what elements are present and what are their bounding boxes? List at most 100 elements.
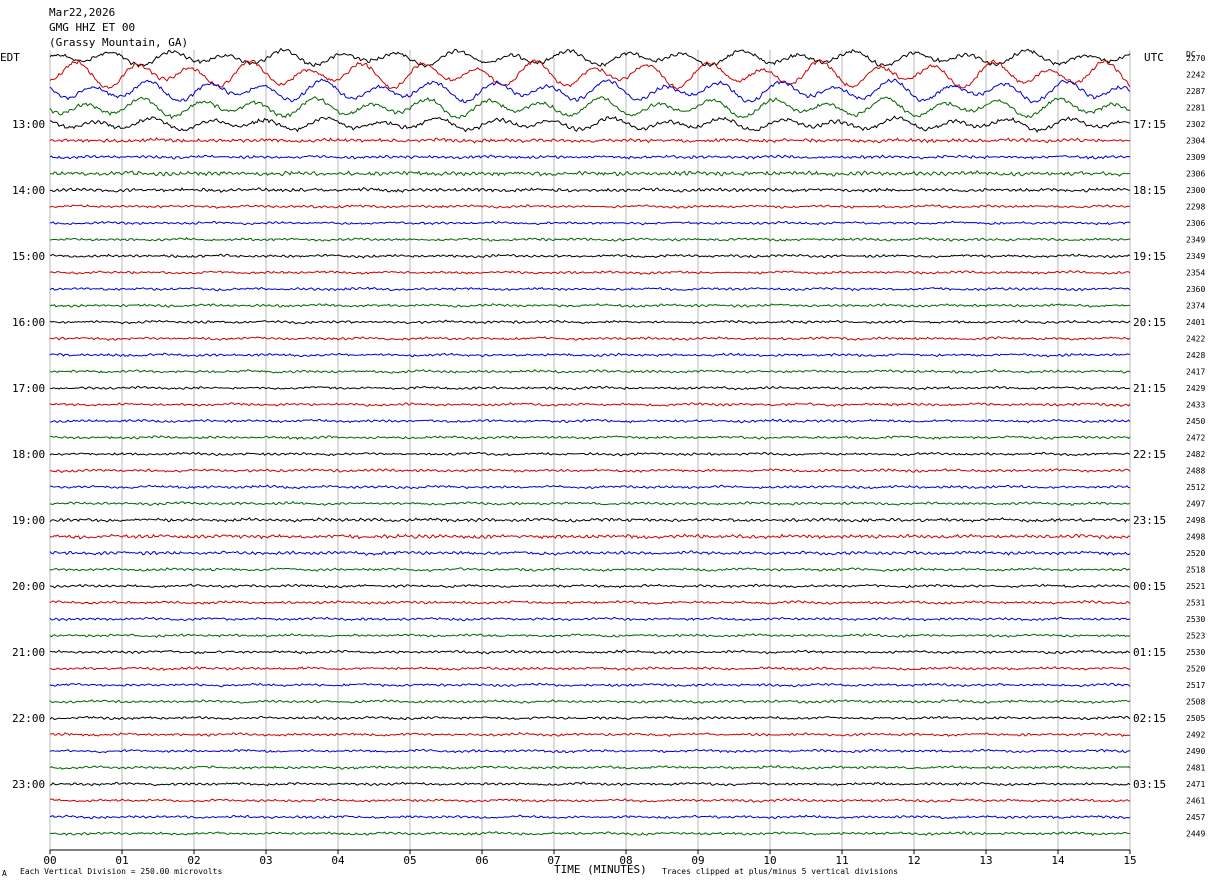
right-hour-label: 23:15 [1133, 514, 1166, 527]
x-tick-label: 06 [475, 854, 488, 867]
x-tick-label: 04 [331, 854, 345, 867]
x-tick-label: 08 [619, 854, 632, 867]
left-hour-label: 19:00 [12, 514, 45, 527]
right-hour-label: 03:15 [1133, 778, 1166, 791]
trace-38 [49, 682, 1131, 688]
left-hour-label: 20:00 [12, 580, 45, 593]
dc-offset-label: 2498 [1186, 516, 1205, 525]
trace-17 [49, 336, 1131, 341]
dc-offset-label: 2482 [1186, 450, 1205, 459]
dc-offset-label: 2490 [1186, 747, 1205, 756]
trace-39 [49, 699, 1131, 704]
left-hour-label: 14:00 [12, 184, 45, 197]
dc-offset-label: 2354 [1186, 269, 1205, 278]
trace-30 [49, 550, 1131, 556]
dc-offset-label: 2449 [1186, 830, 1205, 839]
trace-25 [49, 468, 1131, 473]
left-timezone-label: EDT [0, 51, 20, 64]
dc-offset-label: 2349 [1186, 252, 1205, 261]
left-hour-label: 17:00 [12, 382, 45, 395]
dc-offset-label: 2306 [1186, 219, 1205, 228]
right-hour-label: 20:15 [1133, 316, 1166, 329]
dc-offset-label: 2521 [1186, 582, 1205, 591]
x-axis: 00 01 02 03 04 05 06 07 08 09 10 11 12 13 14 15 [43, 850, 1137, 867]
left-hour-labels: 13:00 14:00 15:00 16:00 17:00 18:00 19:00 20:00… [12, 118, 45, 791]
trace-41 [50, 732, 1131, 737]
trace-37 [49, 666, 1131, 671]
trace-21 [49, 402, 1131, 408]
dc-offset-label: 2530 [1186, 648, 1205, 657]
trace-8 [49, 187, 1131, 193]
header-station: GMG HHZ ET 00 [49, 21, 135, 34]
dc-offset-label: 2417 [1186, 368, 1205, 377]
trace-12 [49, 253, 1131, 259]
dc-offset-label: 2505 [1186, 714, 1205, 723]
dc-offset-label: 2360 [1186, 285, 1205, 294]
trace-26 [50, 484, 1131, 490]
dc-offset-label: 2302 [1186, 120, 1205, 129]
dc-offset-label: 2450 [1186, 417, 1205, 426]
trace-9 [49, 204, 1130, 209]
header-location: (Grassy Mountain, GA) [49, 36, 188, 49]
footer-division: Each Vertical Division = 250.00 microvol… [20, 867, 222, 876]
x-tick-label: 09 [691, 854, 704, 867]
dc-offset-label: 2422 [1186, 335, 1205, 344]
x-tick-label: 13 [979, 854, 992, 867]
dc-offset-label: 2457 [1186, 813, 1205, 822]
trace-31 [49, 567, 1131, 573]
trace-16 [49, 319, 1131, 325]
left-hour-label: 16:00 [12, 316, 45, 329]
trace-27 [49, 501, 1131, 506]
trace-2 [49, 78, 1131, 104]
dc-offset-label: 2287 [1186, 87, 1205, 96]
x-tick-label: 02 [187, 854, 200, 867]
trace-0 [49, 47, 1131, 68]
dc-offset-label: 2433 [1186, 401, 1205, 410]
trace-24 [49, 451, 1131, 457]
dc-offset-label: 2508 [1186, 698, 1205, 707]
right-timezone-label: UTC [1144, 51, 1164, 64]
trace-40 [49, 715, 1131, 721]
x-axis-title: TIME (MINUTES) [554, 863, 647, 876]
trace-7 [49, 170, 1131, 177]
trace-19 [49, 368, 1131, 374]
dc-offset-label: 2497 [1186, 500, 1205, 509]
dc-header: DC [1186, 50, 1196, 59]
trace-47 [49, 831, 1131, 836]
dc-offset-label: 2401 [1186, 318, 1205, 327]
left-hour-label: 21:00 [12, 646, 45, 659]
trace-6 [49, 154, 1131, 160]
trace-5 [49, 137, 1131, 144]
x-tick-label: 11 [835, 854, 848, 867]
left-hour-label: 23:00 [12, 778, 45, 791]
trace-13 [49, 270, 1131, 276]
right-hour-label: 00:15 [1133, 580, 1166, 593]
x-tick-label: 14 [1051, 854, 1065, 867]
dc-offset-label: 2304 [1186, 137, 1205, 146]
footer-mark: A [2, 869, 7, 878]
dc-offset-label: 2429 [1186, 384, 1205, 393]
right-hour-label: 01:15 [1133, 646, 1166, 659]
trace-42 [49, 748, 1131, 754]
x-tick-label: 12 [907, 854, 920, 867]
x-tick-label: 03 [259, 854, 272, 867]
left-hour-label: 13:00 [12, 118, 45, 131]
dc-offset-label: 2492 [1186, 731, 1205, 740]
dc-offset-label: 2518 [1186, 566, 1205, 575]
trace-group [49, 47, 1131, 836]
trace-28 [49, 517, 1131, 523]
time-grid [49, 50, 1131, 851]
footer-clipped: Traces clipped at plus/minus 5 vertical … [662, 867, 898, 876]
dc-offset-label: 2471 [1186, 780, 1205, 789]
trace-36 [49, 649, 1131, 655]
dc-offset-label: 2523 [1186, 632, 1205, 641]
dc-offset-label: 2517 [1186, 681, 1205, 690]
trace-3 [49, 96, 1131, 120]
trace-4 [49, 115, 1131, 133]
trace-32 [49, 583, 1131, 589]
dc-offset-label: 2481 [1186, 764, 1205, 773]
dc-offset-label: 2281 [1186, 104, 1205, 113]
x-tick-label: 15 [1123, 854, 1136, 867]
dc-offset-label: 2520 [1186, 665, 1205, 674]
